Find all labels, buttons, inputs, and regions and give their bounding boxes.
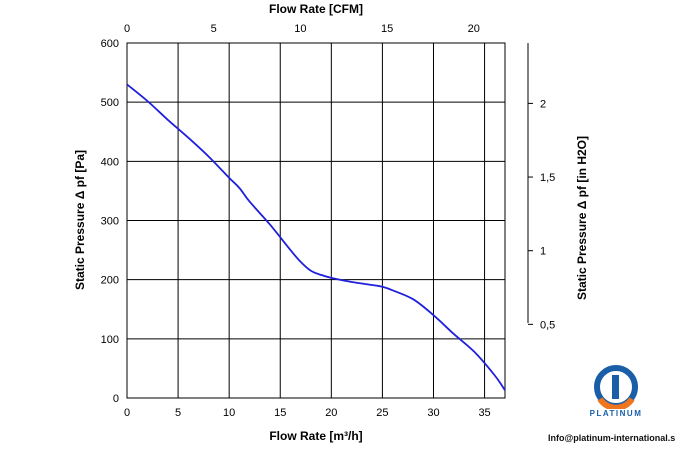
x-tick-label: 0	[124, 407, 130, 419]
tick-labels: 0 5 10 15 20 25 30 35 0 100 200 300 400 500 600 0 5 10 15 2…	[101, 23, 556, 419]
right-y-tick-label: 1,5	[540, 172, 555, 184]
brand-name: PLATINUM	[589, 409, 643, 418]
x-tick-label: 25	[376, 407, 388, 419]
x-tick-label: 35	[478, 407, 490, 419]
top-x-axis-title: Flow Rate [CFM]	[269, 2, 363, 16]
y-tick-label: 600	[101, 38, 119, 50]
top-x-tick-label: 20	[468, 23, 480, 35]
x-tick-label: 30	[427, 407, 439, 419]
x-tick-label: 15	[274, 407, 286, 419]
x-axis-title: Flow Rate [m³/h]	[269, 429, 362, 443]
y-tick-label: 500	[101, 97, 119, 109]
x-tick-label: 20	[325, 407, 337, 419]
top-x-tick-label: 15	[381, 23, 393, 35]
y-tick-label: 400	[101, 156, 119, 168]
platinum-logo-icon	[594, 365, 638, 411]
y-tick-label: 100	[101, 334, 119, 346]
pressure-curve	[126, 83, 506, 391]
top-x-tick-label: 0	[124, 23, 130, 35]
y-tick-label: 0	[113, 393, 119, 405]
x-tick-label: 10	[223, 407, 235, 419]
right-y-axis-title: Static Pressure Δ pf [in H2O]	[575, 136, 589, 300]
right-y-tick-label: 0,5	[540, 319, 555, 331]
y-tick-label: 200	[101, 275, 119, 287]
x-tick-label: 5	[175, 407, 181, 419]
plot-frame	[126, 42, 506, 399]
contact-email[interactable]: Info@platinum-international.store	[548, 433, 675, 443]
top-x-tick-label: 5	[211, 23, 217, 35]
y-axis-title: Static Pressure Δ pf [Pa]	[73, 150, 87, 290]
brand-block: PLATINUM Info@platinum-international.sto…	[548, 365, 675, 445]
top-x-tick-label: 10	[294, 23, 306, 35]
right-y-tick-label: 2	[540, 98, 546, 110]
grid-lines	[126, 42, 505, 399]
right-y-tick-label: 1	[540, 246, 546, 258]
y-tick-label: 300	[101, 216, 119, 228]
